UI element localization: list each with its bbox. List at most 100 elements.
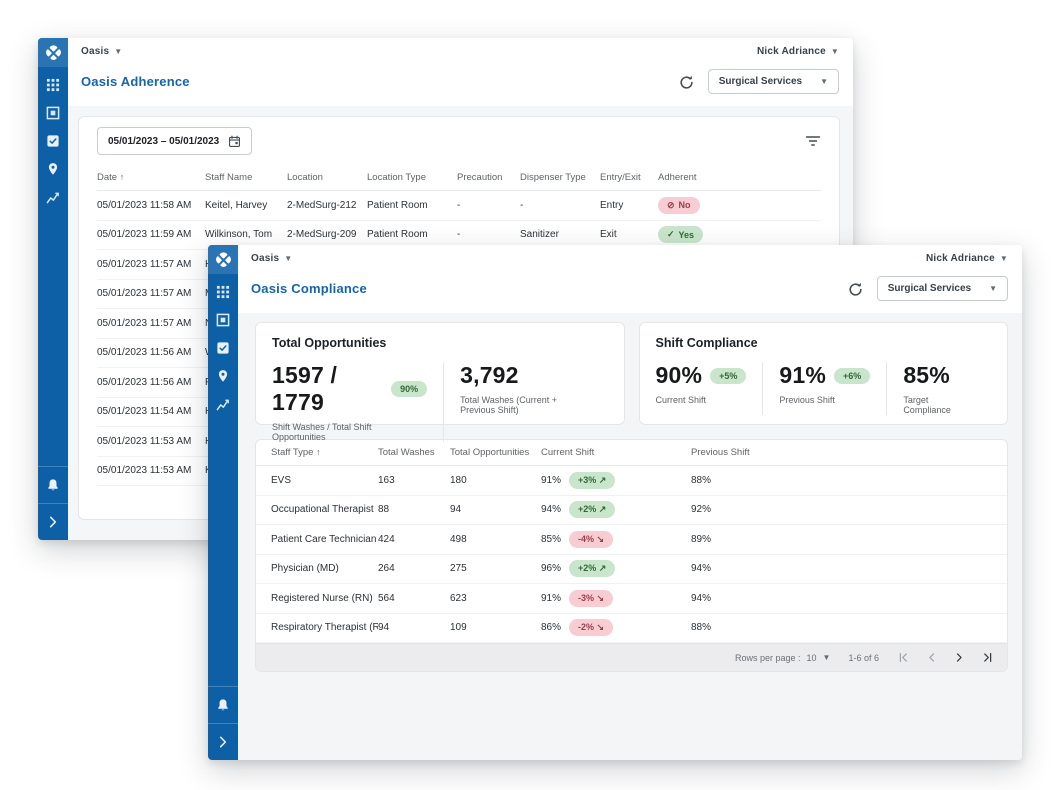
chevron-down-icon: ▼ — [830, 47, 839, 56]
department-select[interactable]: Surgical Services ▼ — [876, 276, 1008, 301]
page-title: Oasis Compliance — [251, 281, 367, 296]
refresh-icon[interactable] — [847, 281, 863, 297]
sidebar — [208, 245, 238, 760]
sort-asc-icon: ↑ — [316, 447, 321, 457]
target-compliance-label: Target Compliance — [903, 395, 951, 415]
sidebar — [38, 38, 68, 540]
user-menu[interactable]: Nick Adriance ▼ — [925, 253, 1008, 264]
dashboard-icon[interactable] — [215, 312, 231, 328]
current-shift-delta-badge: +5% — [710, 367, 747, 384]
filter-icon[interactable] — [805, 133, 821, 149]
previous-shift-delta-badge: +6% — [834, 367, 871, 384]
chevron-down-icon: ▼ — [284, 254, 293, 263]
tasks-icon[interactable] — [45, 133, 61, 149]
location-pin-icon[interactable] — [215, 368, 231, 384]
staff-type-table: Staff Type ↑ Total Washes Total Opportun… — [256, 440, 1007, 643]
current-shift-value: 90% — [655, 362, 703, 388]
app-logo[interactable] — [208, 245, 238, 274]
adherent-no-badge: ⊘ No — [658, 196, 700, 214]
notifications-bell-icon[interactable] — [215, 697, 231, 713]
analytics-icon[interactable] — [45, 189, 61, 205]
card-title: Shift Compliance — [655, 336, 758, 350]
expand-sidebar-chevron-icon[interactable] — [45, 514, 61, 530]
total-washes-caption: Total Washes (Current + Previous Shift) — [460, 395, 558, 415]
total-opportunities-card: Total Opportunities 1597 / 1779 90% Shif… — [255, 322, 625, 442]
total-washes-value: 3,792 — [460, 362, 519, 388]
trend-up-badge: +2% ↗ — [569, 501, 616, 519]
trend-down-badge: -4% ↘ — [569, 530, 614, 548]
card-title: Total Opportunities — [272, 336, 387, 350]
table-row[interactable]: 05/01/2023 11:58 AM Keitel, Harvey 2-MedS… — [97, 190, 821, 221]
app-switcher-dropdown[interactable]: Oasis ▼ — [81, 46, 123, 57]
ratio-caption: Shift Washes / Total Shift Opportunities — [272, 422, 372, 442]
staff-type-table-card: Staff Type ↑ Total Washes Total Opportun… — [255, 439, 1008, 672]
table-row[interactable]: EVS 163 180 91% +3% ↗ 88% — [256, 465, 1007, 496]
analytics-icon[interactable] — [215, 396, 231, 412]
page-range-label: 1-6 of 6 — [848, 652, 879, 663]
adherent-yes-badge: ✓ Yes — [658, 226, 704, 244]
table-row[interactable]: Registered Nurse (RN) 564 623 91% -3% ↘ 94% — [256, 583, 1007, 614]
last-page-icon[interactable] — [981, 652, 993, 664]
dashboard-icon[interactable] — [45, 105, 61, 121]
app-switcher-dropdown[interactable]: Oasis ▼ — [251, 253, 293, 264]
current-shift-label: Current Shift — [655, 395, 707, 405]
trend-up-badge: +2% ↗ — [569, 560, 616, 578]
check-icon: ✓ — [667, 229, 675, 240]
table-row[interactable]: 05/01/2023 11:59 AM Wilkinson, Tom 2-MedS… — [97, 220, 821, 250]
col-entry-exit[interactable]: Entry/Exit — [600, 165, 658, 191]
date-range-input[interactable]: 05/01/2023 – 05/01/2023 — [97, 127, 253, 155]
next-page-icon[interactable] — [953, 652, 965, 664]
col-dispenser-type[interactable]: Dispenser Type — [520, 165, 600, 191]
refresh-icon[interactable] — [678, 74, 694, 90]
pinwheel-logo-icon — [213, 250, 233, 269]
col-total-opportunities[interactable]: Total Opportunities — [450, 440, 541, 466]
col-location[interactable]: Location — [287, 165, 367, 191]
page-title: Oasis Adherence — [81, 74, 190, 89]
table-row[interactable]: Occupational Therapist 88 94 94% +2% ↗ 92% — [256, 495, 1007, 525]
chevron-down-icon: ▼ — [114, 47, 123, 56]
rows-per-page-select[interactable]: Rows per page : 10 ▼ — [734, 652, 831, 663]
previous-shift-label: Previous Shift — [779, 395, 835, 405]
table-row[interactable]: Respiratory Therapist (RT) 94 109 86% -2% ↘… — [256, 613, 1007, 643]
calendar-icon — [229, 135, 241, 147]
pinwheel-logo-icon — [43, 43, 63, 62]
trend-down-badge: -3% ↘ — [569, 589, 614, 607]
previous-page-icon[interactable] — [925, 652, 937, 664]
target-compliance-value: 85% — [903, 362, 950, 388]
chevron-down-icon: ▼ — [989, 284, 997, 293]
col-staff-name[interactable]: Staff Name — [205, 165, 287, 191]
col-date[interactable]: Date ↑ — [97, 165, 205, 191]
col-current-shift[interactable]: Current Shift — [541, 440, 691, 466]
col-precaution[interactable]: Precaution — [457, 165, 520, 191]
trend-up-badge: +3% ↗ — [569, 471, 616, 489]
col-adherent[interactable]: Adherent — [658, 165, 821, 191]
apps-grid-icon[interactable] — [215, 284, 231, 300]
col-total-washes[interactable]: Total Washes — [378, 440, 450, 466]
chevron-down-icon: ▼ — [999, 254, 1008, 263]
notifications-bell-icon[interactable] — [45, 477, 61, 493]
user-menu[interactable]: Nick Adriance ▼ — [756, 46, 839, 57]
sort-asc-icon: ↑ — [119, 172, 125, 182]
table-row[interactable]: Physician (MD) 264 275 96% +2% ↗ 94% — [256, 554, 1007, 584]
col-staff-type[interactable]: Staff Type ↑ — [256, 440, 378, 466]
expand-sidebar-chevron-icon[interactable] — [215, 734, 231, 750]
apps-grid-icon[interactable] — [45, 77, 61, 93]
table-row[interactable]: Patient Care Technician 424 498 85% -4% ↘ 8… — [256, 524, 1007, 555]
chevron-down-icon: ▼ — [820, 77, 828, 86]
col-previous-shift[interactable]: Previous Shift — [691, 440, 1007, 466]
location-pin-icon[interactable] — [45, 161, 61, 177]
previous-shift-value: 91% — [779, 362, 827, 388]
blocked-icon: ⊘ — [667, 199, 675, 210]
ratio-percent-badge: 90% — [391, 381, 428, 397]
compliance-window: Oasis ▼ Nick Adriance ▼ Oasis Compliance S… — [208, 245, 1022, 760]
trend-down-badge: -2% ↘ — [569, 619, 614, 637]
tasks-icon[interactable] — [215, 340, 231, 356]
shift-compliance-card: Shift Compliance 90% +5% Current Shift 9… — [638, 322, 1008, 425]
chevron-down-icon: ▼ — [822, 653, 831, 662]
department-select[interactable]: Surgical Services ▼ — [707, 69, 839, 94]
first-page-icon[interactable] — [897, 652, 909, 664]
pagination-bar: Rows per page : 10 ▼ 1-6 of 6 — [256, 643, 1007, 671]
col-location-type[interactable]: Location Type — [367, 165, 457, 191]
shift-washes-ratio: 1597 / 1779 — [272, 362, 338, 415]
app-logo[interactable] — [38, 38, 68, 67]
